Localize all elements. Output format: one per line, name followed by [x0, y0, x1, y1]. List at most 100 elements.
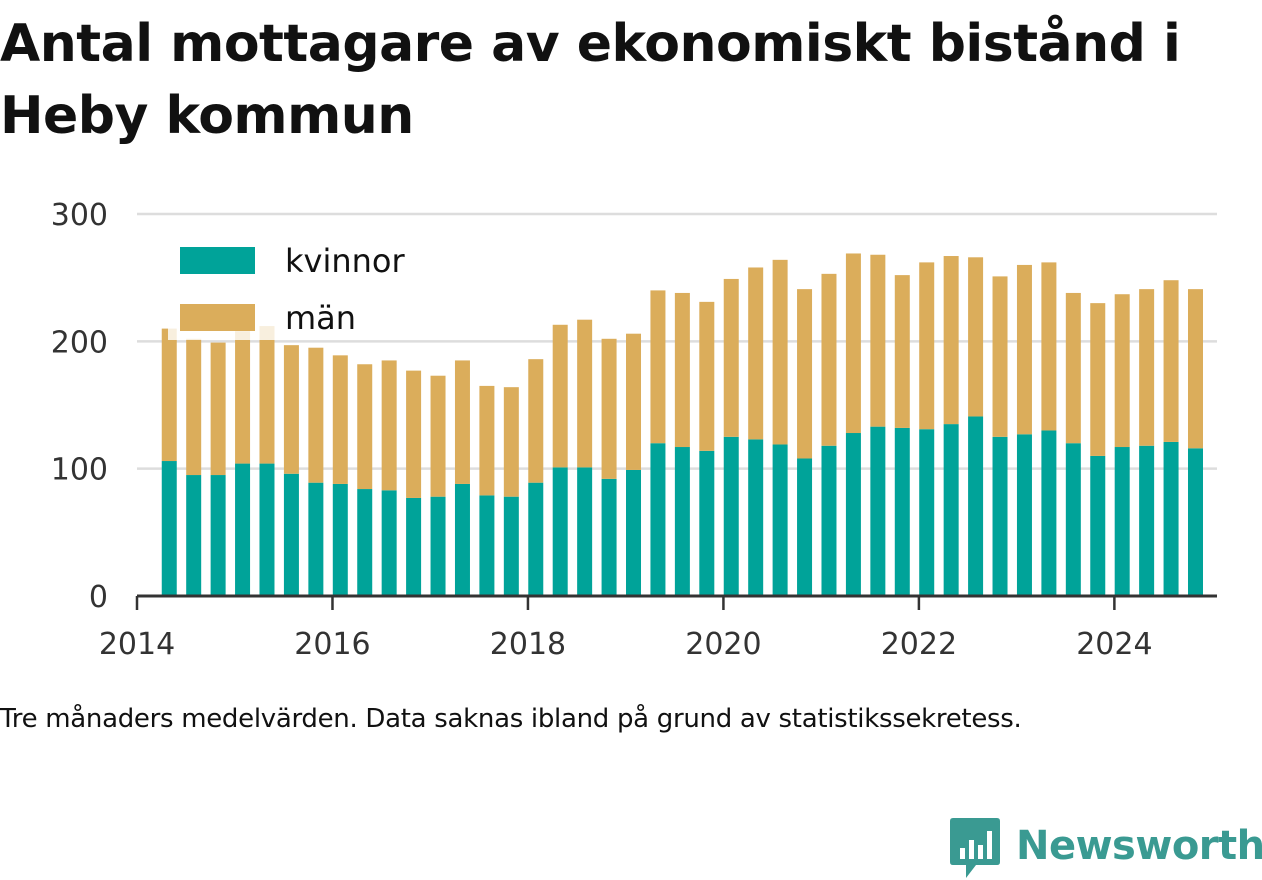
bar-kvinnor	[283, 473, 299, 596]
bar-man	[1139, 289, 1155, 446]
bar-kvinnor	[552, 467, 568, 596]
bar-kvinnor	[528, 482, 544, 596]
bar-kvinnor	[821, 445, 837, 596]
bar-man	[259, 326, 275, 464]
bar-man	[308, 347, 324, 483]
bar-man	[430, 375, 446, 497]
bar-man	[772, 259, 788, 445]
bar-kvinnor	[357, 489, 373, 596]
bar-man	[1163, 280, 1179, 442]
bar-kvinnor	[797, 458, 813, 596]
x-tick-label: 2016	[294, 627, 370, 662]
bar-kvinnor	[894, 427, 910, 596]
bar-kvinnor	[308, 482, 324, 596]
bar-kvinnor	[332, 483, 348, 596]
footnote: Tre månaders medelvärden. Data saknas ib…	[0, 704, 1022, 734]
bar-man	[1016, 264, 1032, 435]
bar-man	[1090, 303, 1106, 456]
bar-kvinnor	[479, 495, 495, 596]
bar-man	[919, 262, 935, 430]
bar-man	[1114, 294, 1130, 448]
bar-kvinnor	[1163, 441, 1179, 596]
bar-man	[210, 342, 226, 476]
bar-man	[699, 301, 715, 451]
bar-kvinnor	[650, 443, 666, 596]
bar-man	[821, 273, 837, 446]
brand-name: Newsworthy	[1016, 823, 1262, 869]
bar-man	[503, 387, 519, 497]
bar-kvinnor	[919, 429, 935, 596]
bar-kvinnor	[1041, 430, 1057, 596]
x-tick-label: 2020	[685, 627, 761, 662]
legend-label: kvinnor	[285, 242, 406, 280]
bar-man	[1065, 292, 1081, 444]
bar-man	[186, 338, 202, 476]
bar-kvinnor	[210, 475, 226, 596]
bar-man	[1041, 262, 1057, 431]
bar-man	[235, 331, 251, 464]
brand-logo[interactable]: Newsworthy	[950, 818, 1262, 880]
x-tick-label: 2018	[490, 627, 566, 662]
bar-kvinnor	[1016, 434, 1032, 596]
bar-man	[870, 254, 886, 427]
bar-kvinnor	[699, 450, 715, 596]
bar-kvinnor	[992, 436, 1008, 596]
bar-man	[357, 364, 373, 490]
bar-man	[381, 360, 397, 491]
bar-man	[161, 328, 177, 462]
bar-man	[674, 292, 690, 448]
bar-kvinnor	[748, 439, 764, 596]
bar-kvinnor	[235, 463, 251, 596]
bar-man	[626, 333, 642, 470]
y-tick-label: 100	[51, 453, 108, 488]
bar-man	[894, 275, 910, 428]
bar-kvinnor	[1139, 445, 1155, 596]
bar-man	[650, 290, 666, 444]
bar-kvinnor	[577, 467, 593, 596]
legend-swatch	[180, 304, 255, 331]
bar-man	[1187, 289, 1203, 449]
bar-man	[406, 370, 422, 498]
bar-kvinnor	[626, 469, 642, 596]
page-title: Antal mottagare av ekonomiskt bistånd i …	[0, 14, 1181, 146]
bar-kvinnor	[1090, 455, 1106, 596]
bar-kvinnor	[454, 483, 470, 596]
legend-swatch	[180, 247, 255, 274]
bar-man	[454, 360, 470, 484]
bar-kvinnor	[186, 475, 202, 596]
bar-kvinnor	[723, 436, 739, 596]
y-tick-label: 0	[89, 580, 108, 615]
y-tick-label: 300	[51, 198, 108, 233]
bar-man	[943, 256, 959, 425]
x-tick-label: 2014	[99, 627, 175, 662]
bar-man	[845, 253, 861, 434]
bar-man	[723, 278, 739, 437]
bar-kvinnor	[430, 496, 446, 596]
bar-kvinnor	[943, 424, 959, 596]
stacked-bar-chart: 0 100 200 300 2014 2016 2018 2020 2022 2024 kvinno…	[51, 198, 1217, 662]
y-tick-label: 200	[51, 325, 108, 360]
x-tick-label: 2024	[1076, 627, 1152, 662]
x-tick-label: 2022	[881, 627, 957, 662]
bar-kvinnor	[1065, 443, 1081, 596]
newsworthy-chart-bubble-icon	[950, 818, 1000, 878]
bar-man	[283, 345, 299, 474]
legend-label: män	[285, 299, 356, 337]
bar-kvinnor	[601, 478, 617, 596]
bar-man	[528, 359, 544, 483]
bar-kvinnor	[1187, 448, 1203, 596]
bar-kvinnor	[772, 444, 788, 596]
bar-kvinnor	[1114, 447, 1130, 596]
bar-man	[479, 385, 495, 496]
bar-man	[748, 267, 764, 440]
bar-man	[601, 338, 617, 479]
bar-kvinnor	[406, 497, 422, 596]
bar-kvinnor	[503, 496, 519, 596]
bar-man	[332, 355, 348, 484]
bar-kvinnor	[381, 490, 397, 596]
bar-man	[552, 324, 568, 468]
bar-man	[992, 276, 1008, 437]
bar-man	[577, 319, 593, 468]
bar-kvinnor	[845, 433, 861, 596]
bar-kvinnor	[161, 461, 177, 596]
